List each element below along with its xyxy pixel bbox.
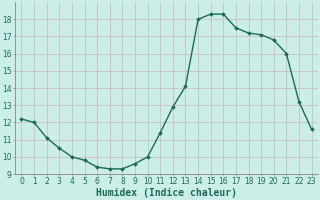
X-axis label: Humidex (Indice chaleur): Humidex (Indice chaleur) — [96, 188, 237, 198]
